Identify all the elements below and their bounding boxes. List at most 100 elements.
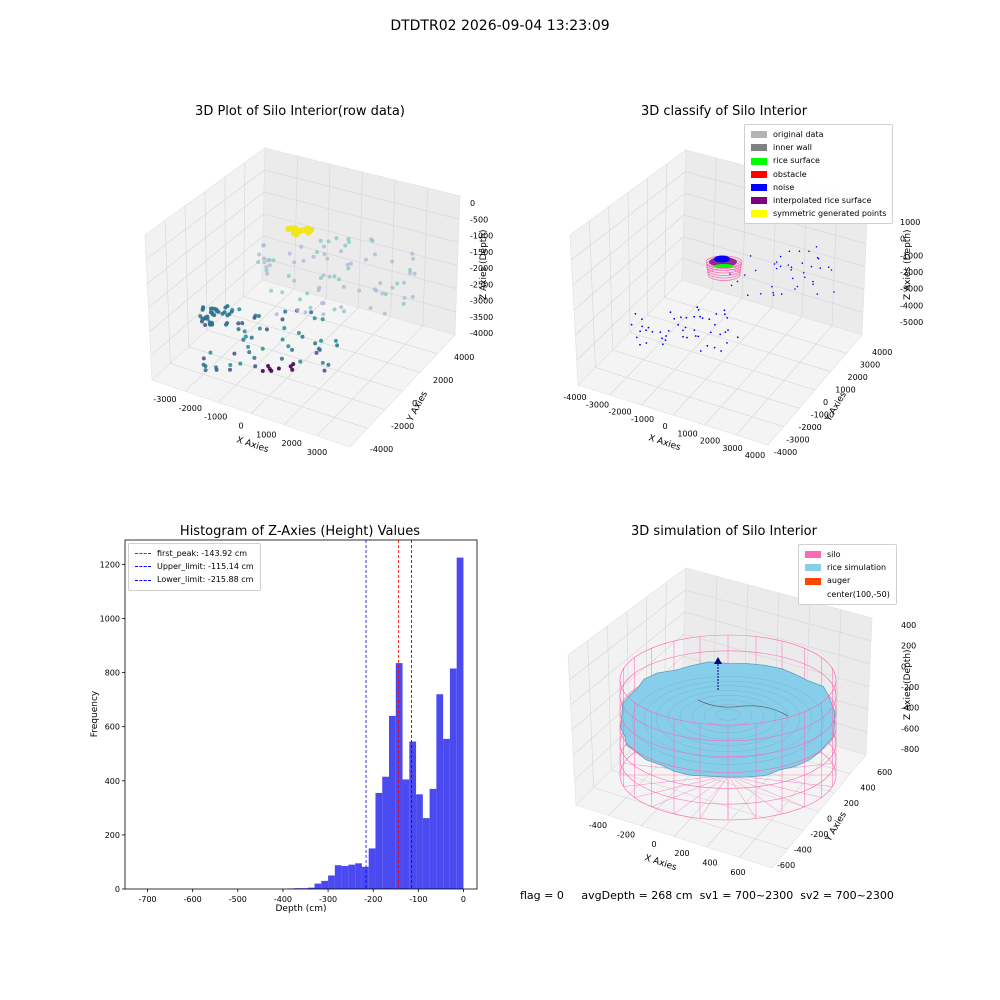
- y-tick-label: 1000: [835, 386, 855, 395]
- noise-point: [694, 335, 697, 337]
- scatter-point: [332, 307, 337, 312]
- noise-point: [804, 276, 806, 279]
- panel4-legend: silo rice simulation auger center(100,-50): [798, 544, 897, 605]
- noise-point: [693, 315, 696, 318]
- panel2-legend: original data inner wall rice surface obsta…: [744, 124, 894, 225]
- legend-entry: Lower_limit: -215.88 cm: [135, 573, 254, 586]
- panel2-classified-points: [630, 246, 835, 352]
- silo-wireframe-front: [619, 679, 837, 821]
- scatter-point: [320, 360, 325, 365]
- noise-point: [833, 291, 835, 293]
- histogram-bar: [341, 866, 349, 889]
- panel4-tick-labels: -400-2000200400600-600-400-2000200400600…: [589, 621, 919, 877]
- x-tick-label: -3000: [586, 400, 609, 409]
- histogram-bar: [321, 880, 329, 889]
- z-tick-label: -600: [901, 724, 919, 733]
- x-tick-label: -200: [617, 830, 635, 839]
- scatter-point: [241, 337, 246, 342]
- z-tick-label: 0: [901, 662, 906, 671]
- noise-point: [787, 264, 790, 266]
- scatter-point: [339, 249, 344, 254]
- silo-bottom-spoke: [673, 774, 729, 815]
- noise-point: [754, 269, 757, 272]
- scatter-point: [214, 307, 219, 312]
- noise-point: [699, 315, 701, 318]
- scatter-point: [348, 261, 353, 266]
- y-tick-label: -200: [810, 830, 828, 839]
- noise-point: [709, 331, 712, 334]
- silo-bottom-spoke: [651, 774, 729, 807]
- noise-point: [779, 255, 782, 258]
- scatter-point: [408, 268, 412, 272]
- legend-label: center(100,-50): [827, 589, 890, 599]
- legend-swatch: [751, 197, 767, 205]
- panel4-zlabel: Z Axies (Depth): [903, 649, 913, 720]
- noise-point: [680, 316, 682, 319]
- scatter-point: [290, 367, 295, 372]
- histogram-bar: [361, 866, 369, 889]
- legend-label: Lower_limit: -215.88 cm: [157, 575, 254, 585]
- noise-point: [686, 336, 688, 339]
- scatter-point: [225, 304, 230, 309]
- scatter-point: [222, 310, 227, 315]
- scatter-point: [298, 359, 303, 364]
- scatter-point: [321, 312, 326, 317]
- noise-point: [827, 266, 830, 269]
- y-tick-label: 2000: [848, 373, 868, 382]
- legend-swatch: [751, 131, 767, 139]
- histogram-xlabel: Depth (cm): [275, 904, 326, 914]
- z-tick-label: -2500: [470, 280, 493, 289]
- z-tick-label: 0: [900, 235, 905, 244]
- scatter-point: [299, 244, 304, 249]
- y-tick-label: 600: [105, 723, 120, 732]
- scatter-point: [261, 243, 266, 248]
- noise-point: [667, 330, 670, 332]
- scatter-point: [262, 256, 267, 261]
- scatter-point: [237, 307, 242, 312]
- scatter-point: [345, 262, 350, 267]
- silo-bottom-spoke: [727, 774, 822, 798]
- scatter-point: [274, 312, 279, 317]
- scatter-point: [401, 280, 406, 285]
- silo-bottom-spoke: [727, 774, 783, 815]
- scatter-point: [326, 362, 331, 367]
- noise-point: [641, 318, 643, 320]
- y-tick-label: 3000: [860, 361, 880, 370]
- scatter-point: [288, 364, 293, 369]
- noise-point: [801, 262, 804, 264]
- panel3-histogram: -700 -600 -500 -400 -300 -200 -100 0 0 200 400 600 8…: [90, 539, 478, 914]
- z-tick-label: -5000: [900, 318, 923, 327]
- y-tick-label: 600: [877, 768, 892, 777]
- z-tick-label: -3500: [470, 313, 493, 322]
- noise-point: [790, 269, 792, 271]
- histogram-bar: [355, 863, 362, 889]
- noise-point: [630, 323, 633, 326]
- scatter-point: [410, 251, 415, 256]
- scatter-point: [321, 273, 326, 278]
- scatter-point: [267, 367, 272, 371]
- scatter-point: [238, 361, 243, 366]
- noise-point: [715, 313, 718, 315]
- noise-point: [669, 311, 672, 314]
- silo-bottom-spoke: [699, 774, 729, 819]
- histogram-bar: [436, 694, 444, 889]
- scatter-point: [320, 317, 325, 322]
- legend-line-sample: [135, 566, 151, 568]
- status-sv1: sv1 = 700~2300: [699, 889, 794, 902]
- scatter-point: [247, 350, 252, 355]
- histogram-bar: [456, 557, 464, 889]
- scatter-point: [280, 290, 285, 295]
- scatter-point: [264, 327, 269, 332]
- silo-bottom-spoke: [727, 774, 805, 807]
- scatter-point: [292, 260, 297, 265]
- z-tick-label: -1500: [470, 248, 493, 257]
- scatter-point: [372, 287, 377, 292]
- noise-point: [749, 255, 752, 257]
- noise-point: [708, 318, 711, 321]
- x-tick-label: -200: [364, 895, 382, 904]
- histogram-bar: [382, 776, 389, 889]
- noise-point: [699, 350, 702, 352]
- panel1-title: 3D Plot of Silo Interior(row data): [195, 104, 405, 119]
- legend-entry: original data: [751, 128, 886, 141]
